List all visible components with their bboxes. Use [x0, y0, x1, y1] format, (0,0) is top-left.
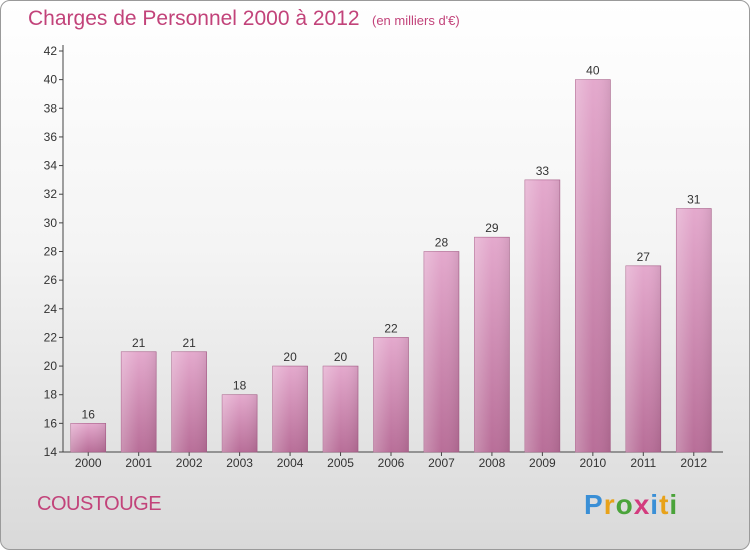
proxiti-logo: Proxiti [584, 489, 679, 520]
bar-shine [423, 251, 459, 452]
x-tick-label: 2012 [680, 456, 707, 470]
bar-shine [676, 208, 712, 452]
y-tick-label: 26 [44, 273, 58, 287]
x-tick-label: 2000 [75, 456, 102, 470]
y-tick-label: 16 [44, 416, 58, 430]
x-tick-label: 2005 [327, 456, 354, 470]
y-tick-label: 14 [44, 445, 58, 459]
bar-value-label: 20 [283, 350, 297, 364]
bar-value-label: 21 [182, 336, 196, 350]
bar-value-label: 20 [334, 350, 348, 364]
x-tick-label: 2008 [479, 456, 506, 470]
y-tick-label: 34 [44, 159, 58, 173]
x-tick-label: 2011 [630, 456, 656, 470]
bar-value-label: 18 [233, 379, 247, 393]
bar-shine [575, 79, 611, 453]
bar-value-label: 27 [637, 250, 651, 264]
bar-value-label: 29 [485, 221, 499, 235]
bar-value-label: 21 [132, 336, 146, 350]
y-tick-label: 40 [44, 73, 58, 87]
bar-shine [222, 394, 258, 452]
bar-shine [323, 366, 359, 452]
bar-value-label: 22 [384, 321, 398, 335]
y-tick-label: 20 [44, 359, 58, 373]
bar-value-label: 28 [435, 236, 449, 250]
bar-value-label: 16 [82, 407, 96, 421]
y-tick-label: 28 [44, 245, 58, 259]
y-tick-label: 36 [44, 130, 58, 144]
bar-value-label: 40 [586, 64, 600, 78]
x-tick-label: 2010 [579, 456, 606, 470]
y-tick-label: 18 [44, 388, 58, 402]
bar-shine [171, 351, 207, 452]
bar-value-label: 31 [687, 193, 701, 207]
y-tick-label: 22 [44, 330, 58, 344]
bar-shine [373, 337, 409, 452]
x-tick-label: 2009 [529, 456, 556, 470]
y-tick-label: 30 [44, 216, 58, 230]
bar-shine [272, 366, 308, 452]
x-tick-label: 2002 [176, 456, 203, 470]
y-tick-label: 38 [44, 101, 58, 115]
x-tick-label: 2007 [428, 456, 455, 470]
y-tick-label: 42 [44, 44, 58, 58]
bar-shine [474, 237, 510, 452]
x-tick-label: 2003 [226, 456, 253, 470]
y-tick-label: 24 [44, 302, 58, 316]
y-tick-label: 32 [44, 187, 58, 201]
bar-value-label: 33 [536, 164, 550, 178]
x-tick-label: 2001 [125, 456, 152, 470]
x-tick-label: 2004 [277, 456, 304, 470]
bar-shine [625, 265, 661, 452]
chart-subtitle: (en milliers d'€) [372, 13, 460, 28]
place-name: COUSTOUGE [37, 493, 162, 515]
chart-title: Charges de Personnel 2000 à 2012 [28, 7, 360, 30]
x-tick-label: 2006 [378, 456, 405, 470]
bar-shine [524, 179, 560, 452]
bar-shine [121, 351, 157, 452]
bar-shine [70, 423, 106, 452]
